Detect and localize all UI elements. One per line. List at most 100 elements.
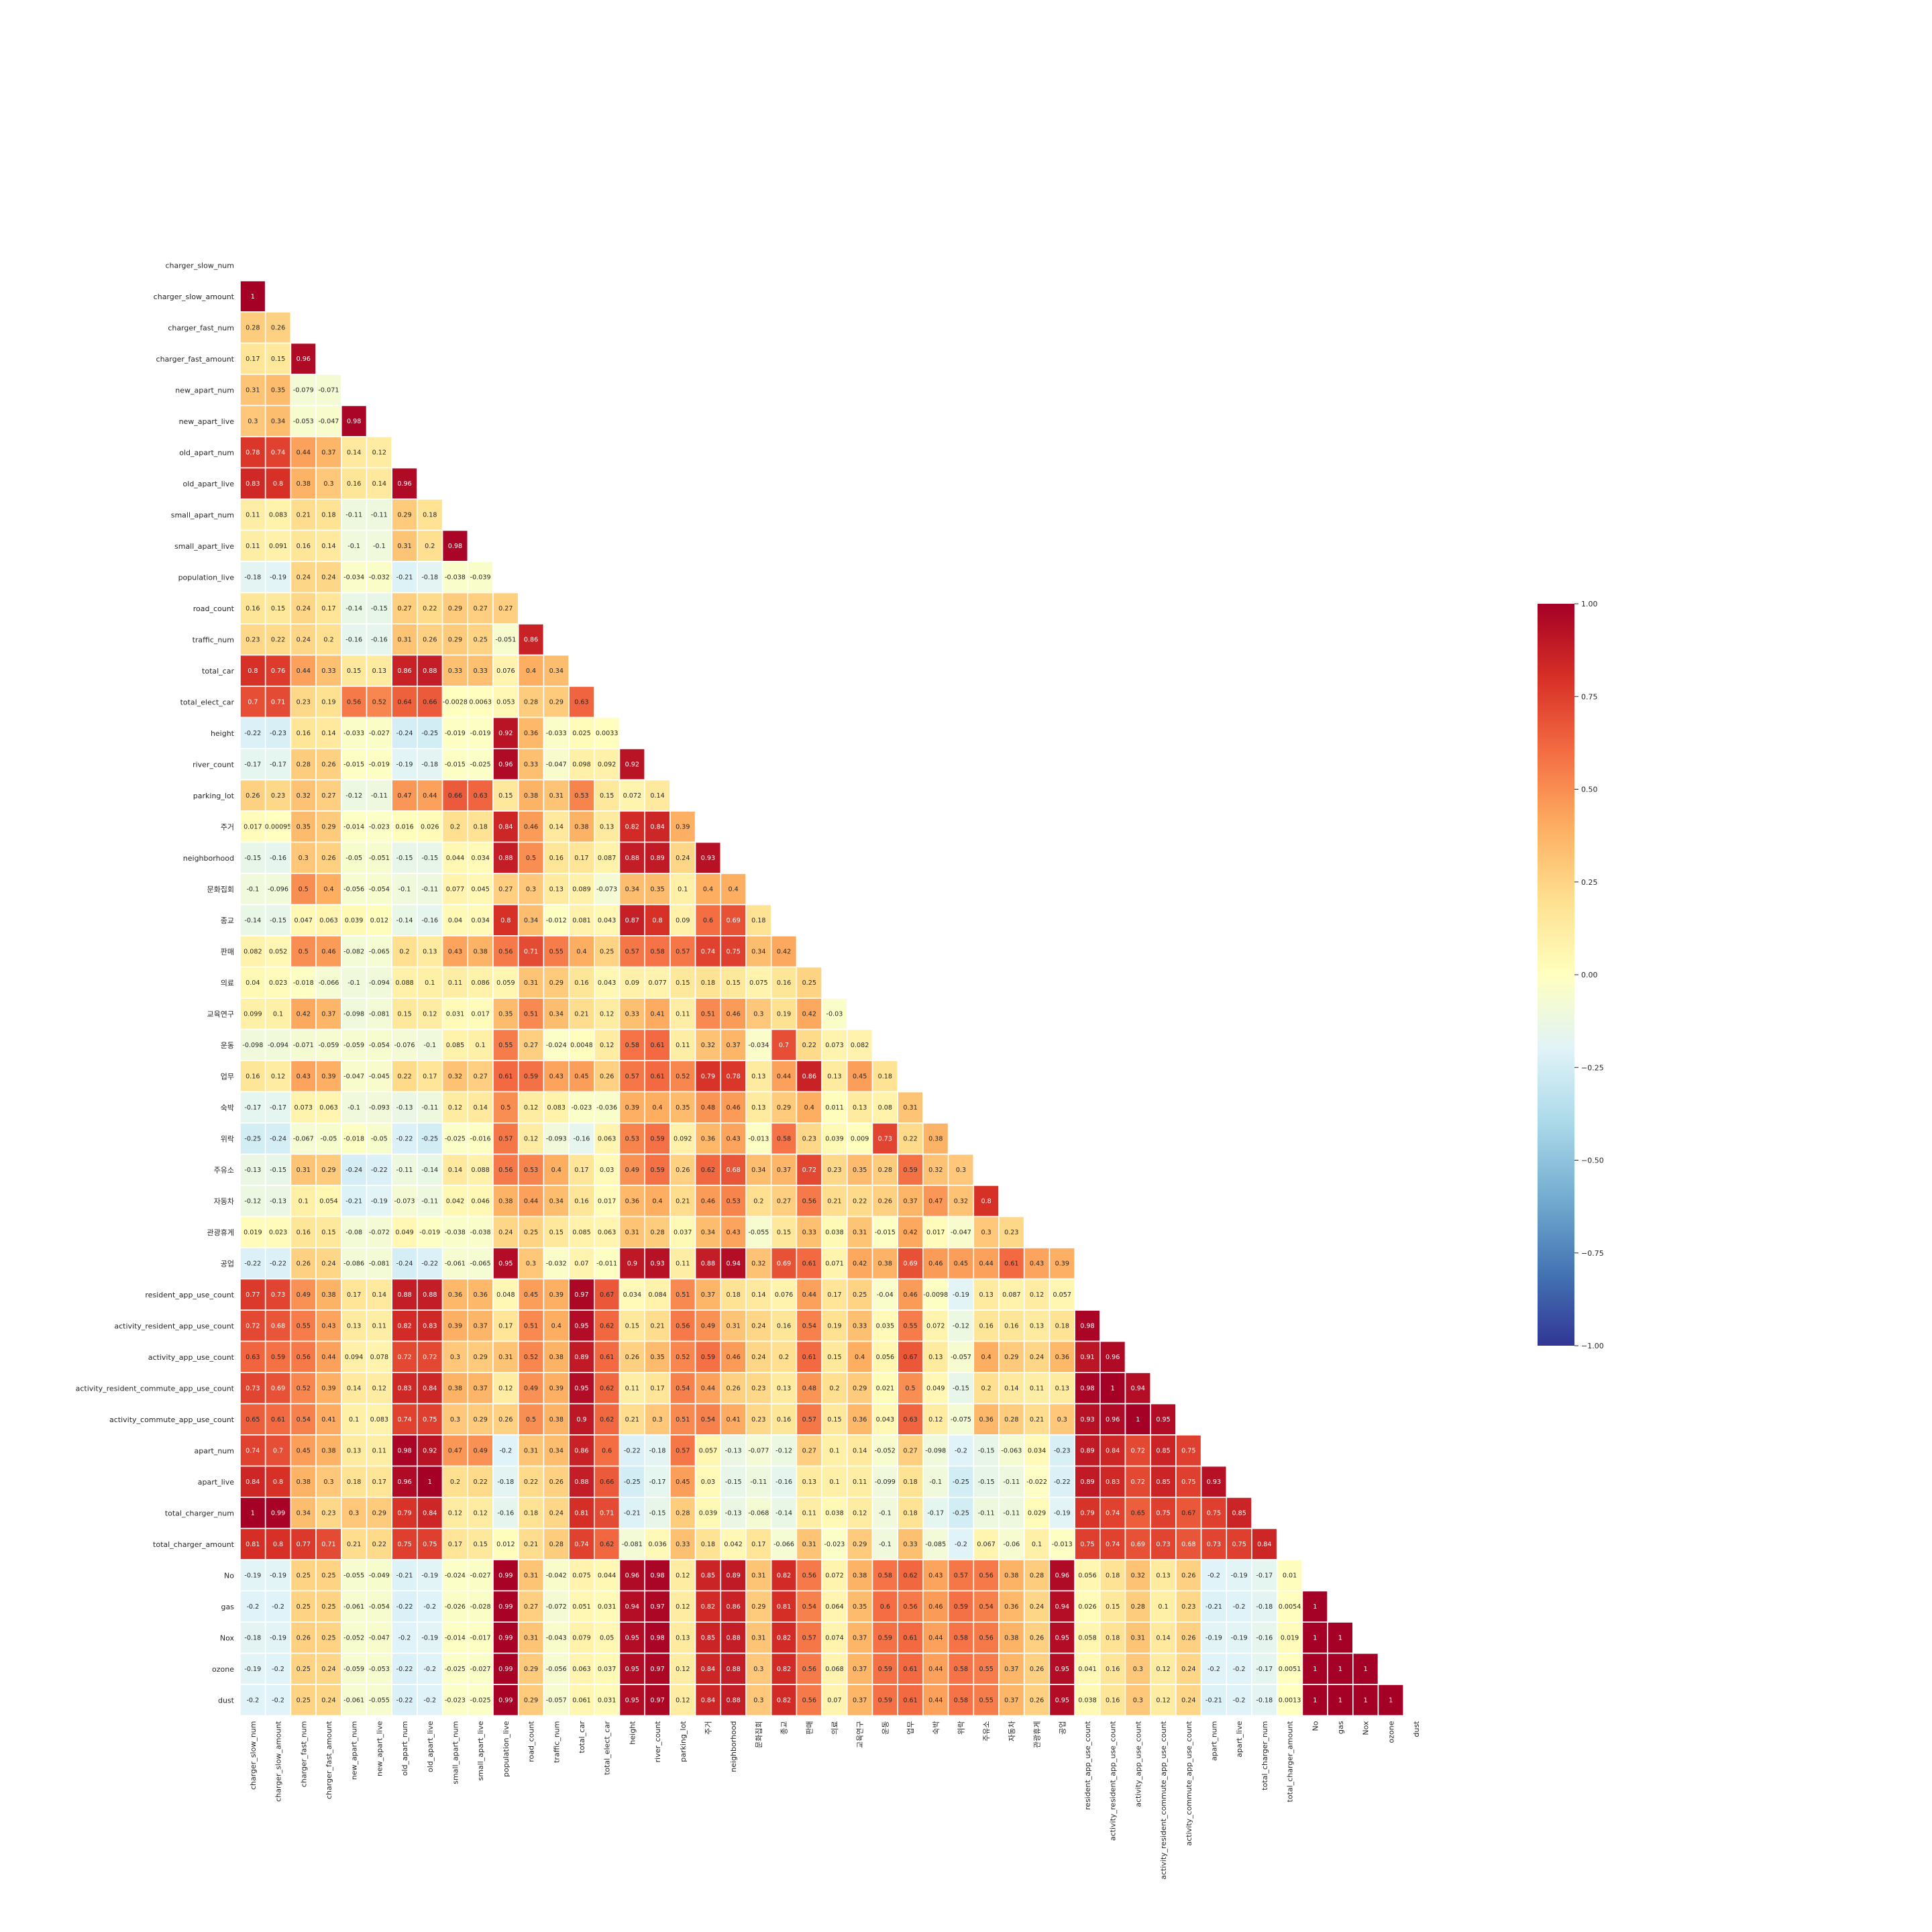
heatmap-cell <box>593 1340 621 1373</box>
cell-annotation: 0.31 <box>397 636 411 643</box>
colorbar: 1.000.750.500.250.00−0.25−0.50−0.75−1.00 <box>1538 600 1604 1350</box>
cell-annotation: -0.2 <box>272 1666 284 1673</box>
cell-annotation: 0.93 <box>1207 1479 1221 1486</box>
heatmap-cell <box>441 1091 469 1124</box>
cell-annotation: -0.2 <box>955 1541 967 1548</box>
heatmap-cell <box>1124 1684 1152 1717</box>
cell-annotation: 0.24 <box>676 855 690 862</box>
cell-annotation: 0.86 <box>802 1073 816 1080</box>
cell-annotation: 0.13 <box>423 948 437 955</box>
heatmap-cell <box>467 1434 494 1467</box>
cell-annotation: 0.23 <box>246 636 260 643</box>
heatmap-cell <box>770 935 798 968</box>
cell-annotation: 0.37 <box>321 1010 335 1018</box>
cell-annotation: 0.12 <box>372 449 386 456</box>
cell-annotation: -0.085 <box>925 1541 946 1548</box>
heatmap-cell <box>366 1091 393 1124</box>
cell-annotation: -0.033 <box>546 730 567 737</box>
cell-annotation: 0.078 <box>370 1354 388 1361</box>
cell-annotation: 0.37 <box>853 1666 867 1673</box>
cell-annotation: -0.06 <box>1003 1541 1020 1548</box>
cell-annotation: 0.95 <box>1055 1697 1069 1704</box>
heatmap-cell <box>1150 1652 1177 1685</box>
heatmap-cell <box>1175 1559 1202 1592</box>
column-label: gas <box>1336 1721 1345 1734</box>
heatmap-cell <box>1251 1527 1278 1560</box>
cell-annotation: 0.079 <box>572 1634 590 1642</box>
heatmap-cell <box>290 1434 317 1467</box>
cell-annotation: 0.89 <box>1080 1447 1094 1454</box>
heatmap-cell <box>340 1247 368 1280</box>
cell-annotation: 0.26 <box>1181 1634 1195 1642</box>
heatmap-cell <box>847 1247 873 1280</box>
cell-annotation: 0.2 <box>450 823 460 830</box>
cell-annotation: -0.032 <box>546 1260 567 1267</box>
cell-annotation: 1 <box>1313 1634 1317 1642</box>
cell-annotation: 0.96 <box>1055 1572 1069 1579</box>
cell-annotation: 0.36 <box>524 730 538 737</box>
heatmap-cell <box>720 1590 747 1623</box>
cell-annotation: 0.82 <box>625 823 639 830</box>
cell-annotation: 0.12 <box>676 1697 690 1704</box>
cell-annotation: 0.94 <box>625 1603 639 1611</box>
heatmap-cell <box>1023 1590 1051 1623</box>
cell-annotation: 0.071 <box>825 1260 843 1267</box>
heatmap-cell <box>821 998 848 1030</box>
row-label: neighborhood <box>183 854 234 863</box>
cell-annotation: 0.017 <box>598 1197 616 1205</box>
column-label: 종교 <box>780 1721 789 1735</box>
cell-annotation: -0.22 <box>396 1135 413 1142</box>
cell-annotation: 0.42 <box>297 1010 311 1018</box>
heatmap-cell <box>366 467 393 500</box>
cell-annotation: 0.5 <box>299 885 309 893</box>
cell-annotation: -0.047 <box>951 1229 971 1236</box>
cell-annotation: -0.093 <box>369 1104 390 1112</box>
cell-annotation: 0.6 <box>880 1603 890 1611</box>
heatmap-cell <box>847 1153 873 1186</box>
cell-annotation: 0.1 <box>425 979 435 987</box>
column-label: apart_live <box>1235 1721 1244 1757</box>
cell-annotation: 0.38 <box>297 480 311 488</box>
cell-annotation: 0.0051 <box>1279 1666 1301 1673</box>
heatmap-cell <box>492 904 519 936</box>
cell-annotation: 0.09 <box>676 917 690 924</box>
cell-annotation: -0.13 <box>725 1509 742 1517</box>
heatmap-cell <box>619 873 646 906</box>
cell-annotation: 0.18 <box>423 511 437 519</box>
cell-annotation: 0.34 <box>549 1197 564 1205</box>
heatmap-cell <box>796 1247 822 1280</box>
heatmap-cell <box>593 1652 621 1685</box>
cell-annotation: 0.73 <box>271 1291 285 1299</box>
heatmap-cell <box>568 1153 595 1186</box>
column-label: resident_app_use_count <box>1083 1721 1092 1810</box>
cell-annotation: 0.3 <box>450 1416 460 1424</box>
cell-annotation: 0.38 <box>1004 1572 1018 1579</box>
cell-annotation: 0.35 <box>498 1010 513 1018</box>
heatmap-cell <box>340 436 368 469</box>
heatmap-cell <box>467 654 494 687</box>
cell-annotation: 0.93 <box>701 855 715 862</box>
heatmap-cell <box>1124 1559 1152 1592</box>
cell-annotation: 0.26 <box>600 1073 614 1080</box>
heatmap-cell <box>568 748 595 781</box>
cell-annotation: -0.17 <box>270 1104 286 1112</box>
cell-annotation: 0.56 <box>498 1167 513 1174</box>
cell-annotation: -0.2 <box>955 1447 967 1454</box>
heatmap-cell <box>417 1340 443 1373</box>
cell-annotation: 0.17 <box>498 1322 513 1330</box>
cell-annotation: 0.4 <box>729 885 739 893</box>
cell-annotation: -0.12 <box>244 1197 261 1205</box>
cell-annotation: 0.017 <box>471 1010 489 1018</box>
cell-annotation: -0.2 <box>423 1603 436 1611</box>
cell-annotation: 0.049 <box>395 1229 413 1236</box>
heatmap-cell <box>417 498 443 531</box>
cell-annotation: 0.73 <box>246 1385 260 1392</box>
cell-annotation: 0.33 <box>802 1229 816 1236</box>
cell-annotation: 0.33 <box>473 667 487 675</box>
cell-annotation: 0.22 <box>372 1541 386 1548</box>
heatmap-cell <box>290 779 317 812</box>
heatmap-cell <box>745 1559 772 1592</box>
column-label: 업무 <box>906 1721 915 1735</box>
cell-annotation: -0.25 <box>244 1135 261 1142</box>
cell-annotation: 0.12 <box>1030 1291 1044 1299</box>
